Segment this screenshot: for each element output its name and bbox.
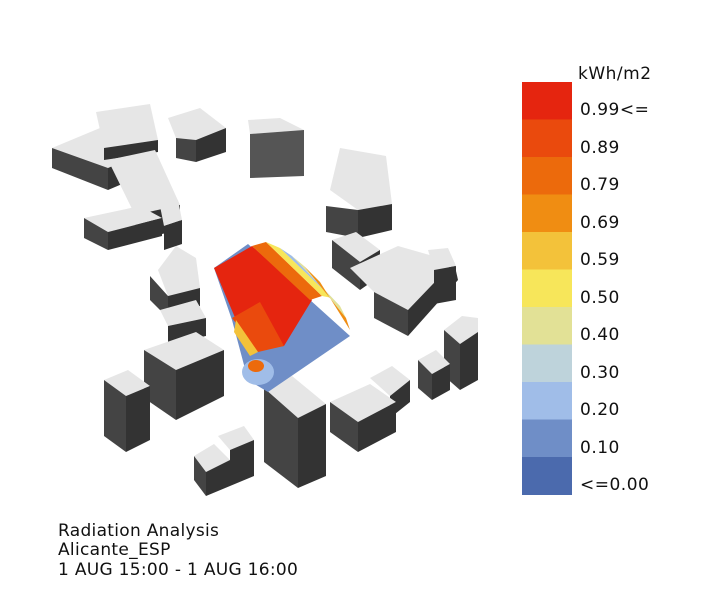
caption-location: Alicante_ESP [58,540,171,560]
legend-label: 0.89 [580,137,620,158]
legend-unit-title: kWh/m2 [578,64,652,84]
context-building [330,384,396,452]
legend-label: 0.10 [580,437,620,458]
context-building [96,104,158,160]
legend-label: <=0.00 [580,475,650,495]
caption-period: 1 AUG 15:00 - 1 AUG 16:00 [58,560,299,580]
legend-color-scale [522,82,572,495]
context-building [194,444,230,496]
legend-swatch [522,457,572,495]
legend-swatch [522,157,572,195]
legend-label: 0.40 [580,325,620,345]
legend-label: 0.30 [580,362,620,383]
legend-swatch [522,119,572,158]
context-building [326,148,392,238]
legend-label: 0.20 [580,400,620,420]
legend-swatch [522,82,572,120]
context-building [160,200,182,250]
legend-swatch [522,419,572,458]
context-building [418,350,450,400]
legend-label: 0.50 [580,287,620,308]
legend-swatch [522,269,572,308]
caption-title: Radiation Analysis [58,521,220,541]
context-building [168,108,226,162]
context-building [264,376,326,488]
legend-swatch [522,382,572,420]
legend-swatch [522,232,572,270]
legend-swatch [522,194,572,233]
context-building [104,370,150,452]
context-building [248,118,304,178]
legend-label: 0.79 [580,175,620,195]
legend-label: 0.99<= [580,100,650,120]
context-building [428,248,456,304]
legend-swatch [522,307,572,345]
legend-label: 0.69 [580,212,620,233]
context-building [218,426,254,486]
context-building [84,206,162,250]
context-building [144,332,224,420]
legend-label: 0.59 [580,250,620,270]
context-buildings [52,104,478,496]
legend-swatch [522,344,572,383]
analyzed-building [214,242,350,392]
